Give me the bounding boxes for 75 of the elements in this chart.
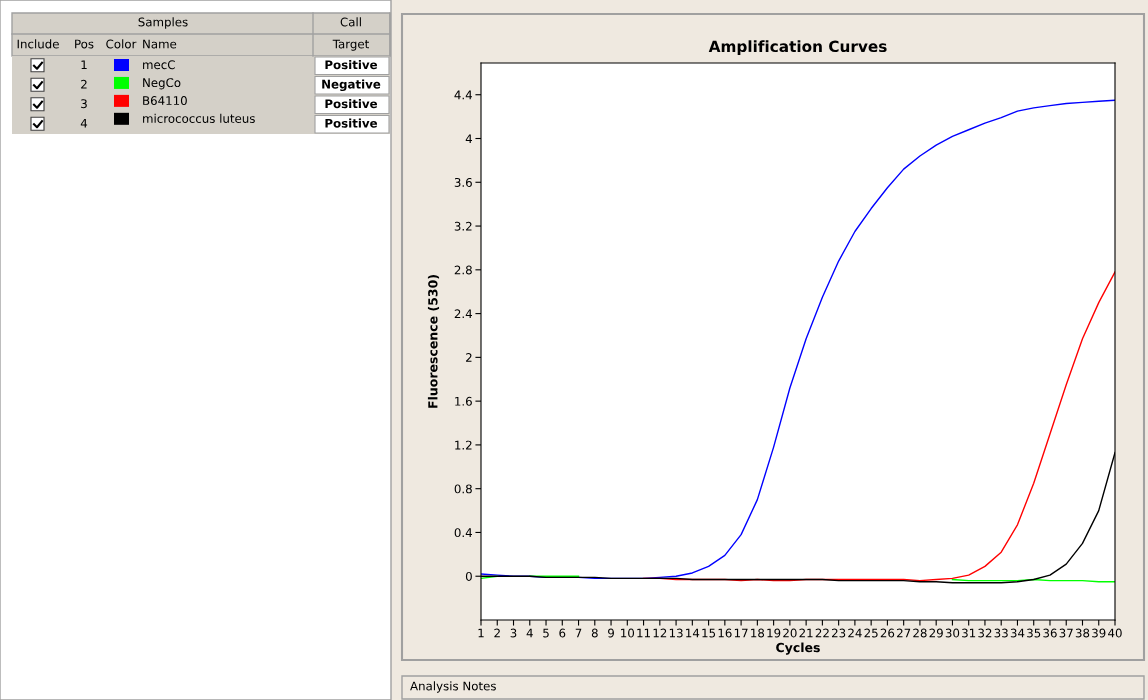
- x-tick-label: 22: [815, 628, 829, 638]
- x-tick-label: 38: [1075, 628, 1090, 638]
- x-tick-label: 31: [962, 628, 976, 638]
- x-tick-label: 35: [1027, 628, 1041, 638]
- x-tick-label: 29: [929, 628, 943, 638]
- y-tick-label: 2: [466, 353, 472, 362]
- x-tick-label: 12: [653, 628, 667, 638]
- legend-label: B64110: [143, 96, 187, 106]
- x-tick-label: 6: [559, 628, 566, 638]
- y-tick-label: 4: [465, 134, 472, 143]
- x-tick-label: 20: [783, 628, 797, 638]
- y-tick-label: 3.6: [454, 178, 472, 187]
- text: Pos: [75, 39, 94, 49]
- x-tick-label: 3: [510, 628, 517, 638]
- x-tick-label: 27: [897, 628, 911, 638]
- x-tick-label: 19: [767, 628, 781, 638]
- y-tick-label: 3.2: [454, 221, 472, 231]
- x-tick-label: 23: [831, 628, 846, 638]
- legend-label: mecC: [143, 60, 175, 70]
- x-tick-label: 9: [608, 628, 614, 638]
- y-tick-label: 2.8: [454, 265, 472, 275]
- y-tick-label: 0.4: [454, 528, 472, 538]
- text: Target: [332, 39, 369, 51]
- x-tick-label: 39: [1092, 628, 1106, 638]
- text: 3: [81, 99, 87, 109]
- y-tick-label: 0.8: [454, 484, 472, 494]
- x-tick-label: 18: [751, 628, 765, 638]
- x-tick-label: 37: [1059, 628, 1073, 638]
- x-tick-label: 25: [864, 628, 878, 638]
- x-tick-label: 1: [478, 628, 484, 638]
- x-tick-label: 10: [621, 628, 635, 638]
- x-tick-label: 24: [848, 628, 862, 638]
- x-tick-label: 15: [702, 628, 716, 638]
- legend-label: NegCo: [143, 78, 181, 90]
- x-tick-label: 8: [591, 628, 598, 638]
- x-tick-label: 26: [880, 628, 895, 638]
- x-tick-label: 5: [543, 628, 549, 638]
- x-tick-label: 32: [978, 628, 992, 638]
- text: Color: [106, 39, 137, 49]
- text: Samples: [138, 17, 188, 29]
- y-tick-label: 2.4: [454, 309, 472, 319]
- text: 1: [81, 60, 87, 70]
- x-tick-label: 4: [526, 628, 533, 638]
- text: Name: [143, 39, 177, 49]
- text: Analysis Notes: [410, 681, 496, 693]
- x-tick-label: 21: [799, 628, 813, 638]
- x-axis-title: Cycles: [776, 642, 820, 655]
- x-tick-label: 34: [1010, 628, 1025, 638]
- text: 2: [81, 79, 87, 89]
- text: Positive: [325, 99, 378, 109]
- x-tick-label: 17: [734, 628, 748, 638]
- legend-label: micrococcus luteus: [143, 113, 255, 123]
- y-tick-label: 0: [465, 571, 472, 581]
- text: 4: [80, 118, 88, 128]
- x-tick-label: 11: [637, 628, 650, 638]
- x-tick-label: 14: [686, 628, 700, 638]
- x-tick-label: 33: [994, 628, 1008, 638]
- chart-title: Amplification Curves: [708, 40, 887, 56]
- x-tick-label: 40: [1108, 628, 1122, 638]
- x-tick-label: 7: [575, 628, 582, 638]
- y-tick-label: 1.2: [455, 440, 472, 450]
- y-tick-label: 4.4: [454, 90, 472, 100]
- text: Positive: [325, 118, 378, 128]
- x-tick-label: 36: [1043, 628, 1057, 638]
- x-tick-label: 13: [669, 628, 683, 638]
- y-axis-title: Fluorescence (530): [427, 275, 440, 408]
- text: Call: [340, 17, 361, 27]
- x-tick-label: 16: [718, 628, 732, 638]
- text: Positive: [325, 60, 378, 70]
- y-tick-label: 1.6: [455, 396, 472, 406]
- text: Negative: [322, 79, 381, 92]
- text: Include: [17, 39, 59, 49]
- x-tick-label: 28: [913, 628, 927, 638]
- x-tick-label: 2: [494, 628, 500, 638]
- x-tick-label: 30: [945, 628, 960, 638]
